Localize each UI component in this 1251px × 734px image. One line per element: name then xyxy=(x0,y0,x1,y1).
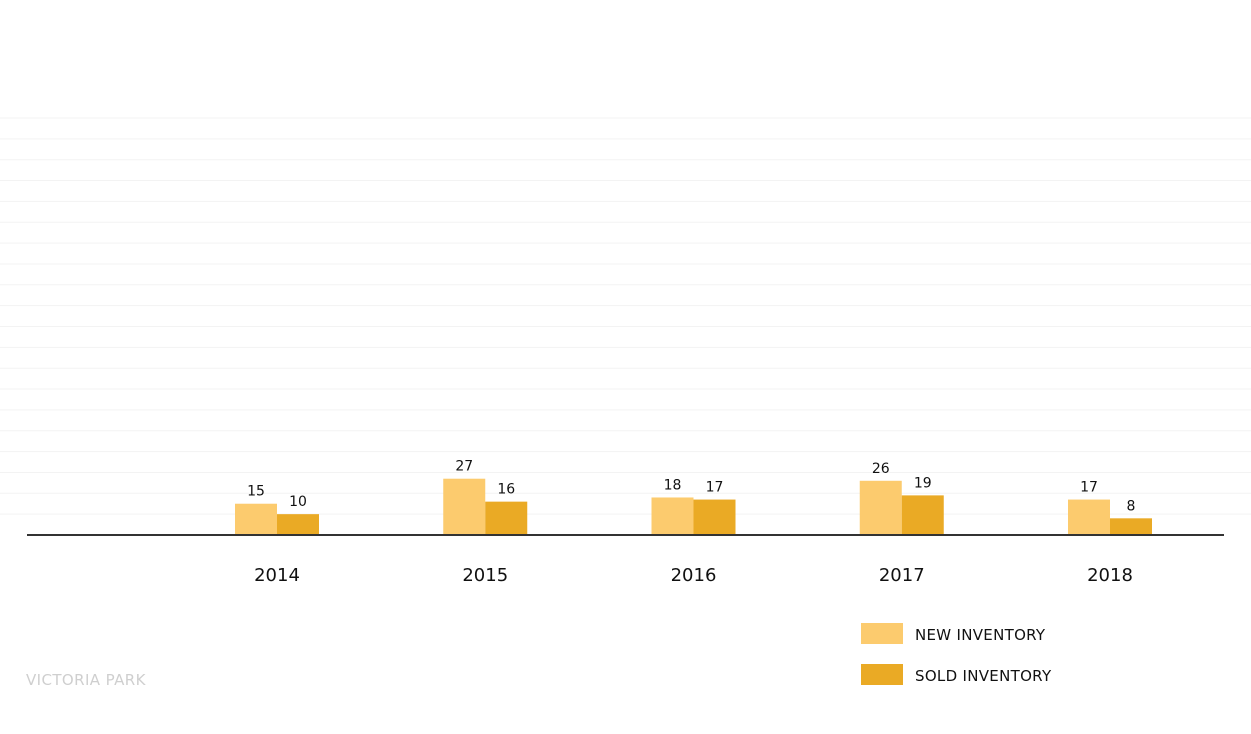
bar-new-2018 xyxy=(1068,499,1110,535)
x-tick-label-2016: 2016 xyxy=(671,565,717,586)
x-tick-label-2017: 2017 xyxy=(879,565,925,586)
value-label-new-2018: 17 xyxy=(1080,480,1098,496)
bar-new-2016 xyxy=(651,497,694,535)
x-tick-label-2014: 2014 xyxy=(254,565,300,586)
legend-swatch-new xyxy=(861,623,903,644)
bar-new-2014 xyxy=(235,503,277,535)
value-label-new-2014: 15 xyxy=(247,484,265,500)
value-label-sold-2014: 10 xyxy=(289,494,307,510)
footer-label: VICTORIA PARK xyxy=(26,671,147,689)
value-label-sold-2015: 16 xyxy=(497,482,515,498)
value-labels: 15 10 27 16 18 17 26 19 17 8 xyxy=(247,459,1135,515)
bar-sold-2014 xyxy=(277,514,319,535)
bar-sold-2017 xyxy=(901,495,944,535)
value-label-sold-2018: 8 xyxy=(1127,498,1136,514)
x-tick-label-2018: 2018 xyxy=(1087,565,1133,586)
value-label-sold-2017: 19 xyxy=(914,475,932,491)
grid-lines xyxy=(0,117,1251,515)
legend-label-new: NEW INVENTORY xyxy=(915,626,1046,644)
x-tick-label-2015: 2015 xyxy=(462,565,508,586)
value-label-sold-2016: 17 xyxy=(706,480,724,496)
bar-sold-2018 xyxy=(1110,518,1152,535)
bar-sold-2015 xyxy=(485,501,528,535)
bar-new-2015 xyxy=(443,478,486,535)
value-label-new-2016: 18 xyxy=(664,477,682,493)
legend: NEW INVENTORY SOLD INVENTORY xyxy=(861,623,1052,685)
bar-sold-2016 xyxy=(693,499,736,535)
bars xyxy=(235,478,1152,535)
x-axis-ticks: 2014 2015 2016 2017 2018 xyxy=(254,565,1133,586)
legend-label-sold: SOLD INVENTORY xyxy=(915,667,1052,685)
value-label-new-2017: 26 xyxy=(872,461,890,477)
bar-new-2017 xyxy=(859,480,902,535)
value-label-new-2015: 27 xyxy=(455,459,473,475)
legend-swatch-sold xyxy=(861,664,903,685)
